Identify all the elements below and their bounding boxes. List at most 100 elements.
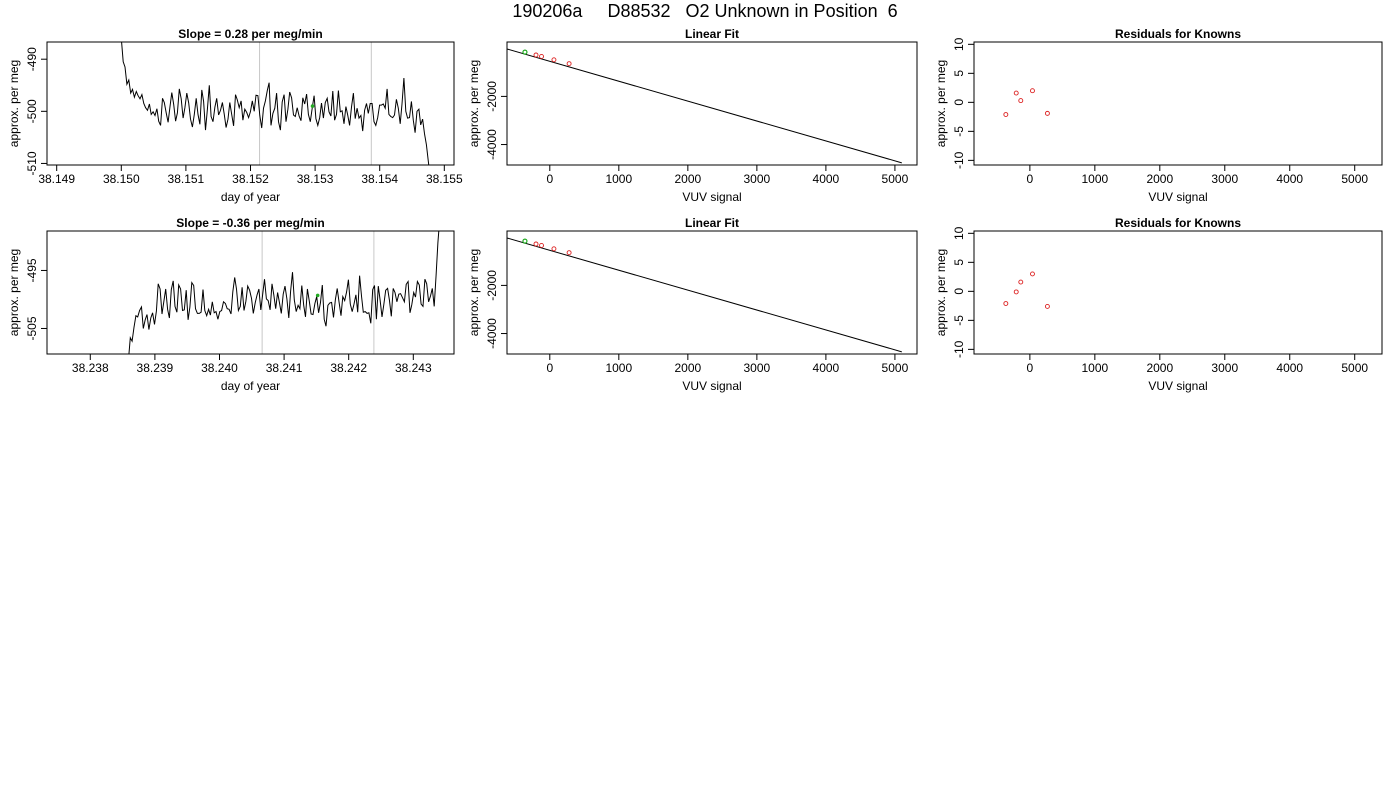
x-tick-label: 3000 [744, 361, 771, 375]
x-tick-label: 38.243 [395, 361, 432, 375]
known-point [566, 250, 572, 256]
x-axis-label: VUV signal [682, 190, 741, 204]
y-tick-label: -490 [25, 47, 39, 71]
x-tick-label: 0 [546, 172, 553, 186]
known-point [533, 241, 539, 247]
x-tick-label: 2000 [1146, 172, 1173, 186]
plot-area [507, 48, 902, 164]
unknown-point [522, 49, 528, 55]
residual-point [1030, 88, 1035, 94]
chart-panel-5: Linear Fit VUV signal approx. per meg 0 1000… [467, 216, 918, 393]
plot-frame [506, 41, 918, 166]
x-tick-label: 38.152 [232, 172, 269, 186]
chart-panel-4: Slope = -0.36 per meg/min day of year appr… [7, 216, 455, 393]
highlight-point [315, 293, 320, 298]
x-axis-label: day of year [221, 379, 280, 393]
chart-panel-6: Residuals for Knowns VUV signal approx. pe… [934, 216, 1383, 393]
y-tick-label: 0 [952, 99, 966, 106]
plot-frame [46, 41, 455, 166]
x-tick-label: 38.238 [72, 361, 109, 375]
chart-panel-2: Linear Fit VUV signal approx. per meg 0 1000… [467, 27, 918, 204]
plot-frame [506, 230, 918, 355]
y-tick-label: -500 [25, 99, 39, 123]
x-tick-label: 38.149 [38, 172, 75, 186]
residual-point [1003, 112, 1009, 117]
y-tick-label: -10 [952, 340, 966, 358]
known-point [566, 61, 572, 67]
residual-point [1013, 90, 1019, 96]
residual-point [1030, 271, 1035, 277]
x-tick-label: 5000 [1341, 361, 1368, 375]
y-tick-label: -510 [25, 151, 39, 175]
x-tick-label: 2000 [674, 361, 701, 375]
residual-point [1018, 279, 1024, 285]
x-tick-label: 38.154 [361, 172, 398, 186]
y-axis-label: approx. per meg [7, 60, 21, 147]
x-tick-label: 0 [1027, 361, 1034, 375]
x-tick-label: 4000 [1276, 361, 1303, 375]
chart-title: Linear Fit [685, 216, 739, 230]
y-tick-label: -10 [952, 151, 966, 169]
x-tick-label: 3000 [744, 172, 771, 186]
residual-point [1044, 110, 1050, 116]
known-point [551, 246, 557, 252]
x-tick-label: 4000 [813, 361, 840, 375]
series-line [128, 231, 440, 354]
series-line [121, 42, 430, 165]
x-tick-label: 5000 [1341, 172, 1368, 186]
known-point [539, 242, 544, 248]
y-tick-label: -505 [25, 316, 39, 340]
y-tick-label: -5 [952, 126, 966, 137]
fit-line [507, 48, 902, 164]
y-tick-label: -495 [25, 258, 39, 282]
y-axis-label: approx. per meg [467, 60, 481, 147]
plot-area [128, 231, 440, 354]
plot-area [121, 42, 430, 165]
y-tick-label: -4000 [485, 318, 499, 349]
plot-area [507, 237, 902, 353]
y-axis-label: approx. per meg [467, 249, 481, 336]
x-tick-label: 1000 [1081, 361, 1108, 375]
plot-frame [973, 230, 1383, 355]
x-tick-label: 1000 [1081, 172, 1108, 186]
unknown-point [522, 238, 528, 244]
x-tick-label: 38.242 [330, 361, 367, 375]
page-title: 190206a D88532 O2 Unknown in Position 6 [512, 1, 898, 21]
known-point [539, 53, 544, 59]
x-tick-label: 38.240 [201, 361, 238, 375]
x-tick-label: 38.241 [266, 361, 303, 375]
y-tick-label: 10 [952, 37, 966, 51]
plot-frame [973, 41, 1383, 166]
x-tick-label: 38.153 [297, 172, 334, 186]
residual-point [1003, 301, 1009, 306]
y-tick-label: -2000 [485, 270, 499, 301]
x-tick-label: 38.150 [103, 172, 140, 186]
plot-area [1003, 88, 1050, 117]
y-axis-label: approx. per meg [934, 249, 948, 336]
x-tick-label: 3000 [1211, 172, 1238, 186]
plot-frame [46, 230, 455, 355]
highlight-point [310, 104, 315, 108]
y-tick-label: 5 [952, 259, 966, 266]
y-tick-label: 5 [952, 70, 966, 77]
x-tick-label: 2000 [1146, 361, 1173, 375]
residual-point [1044, 303, 1050, 309]
y-tick-label: 10 [952, 226, 966, 240]
x-tick-label: 5000 [882, 361, 909, 375]
chart-panel-3: Residuals for Knowns VUV signal approx. pe… [934, 27, 1383, 204]
y-axis-label: approx. per meg [7, 249, 21, 336]
x-tick-label: 0 [1027, 172, 1034, 186]
x-tick-label: 3000 [1211, 361, 1238, 375]
y-tick-label: -4000 [485, 129, 499, 160]
x-axis-label: VUV signal [682, 379, 741, 393]
residual-point [1013, 289, 1019, 295]
y-axis-label: approx. per meg [934, 60, 948, 147]
chart-title: Slope = 0.28 per meg/min [178, 27, 322, 41]
fit-line [507, 237, 902, 353]
chart-title: Residuals for Knowns [1115, 216, 1241, 230]
chart-title: Slope = -0.36 per meg/min [176, 216, 324, 230]
x-axis-label: VUV signal [1148, 379, 1207, 393]
y-tick-label: -2000 [485, 81, 499, 112]
x-tick-label: 4000 [1276, 172, 1303, 186]
